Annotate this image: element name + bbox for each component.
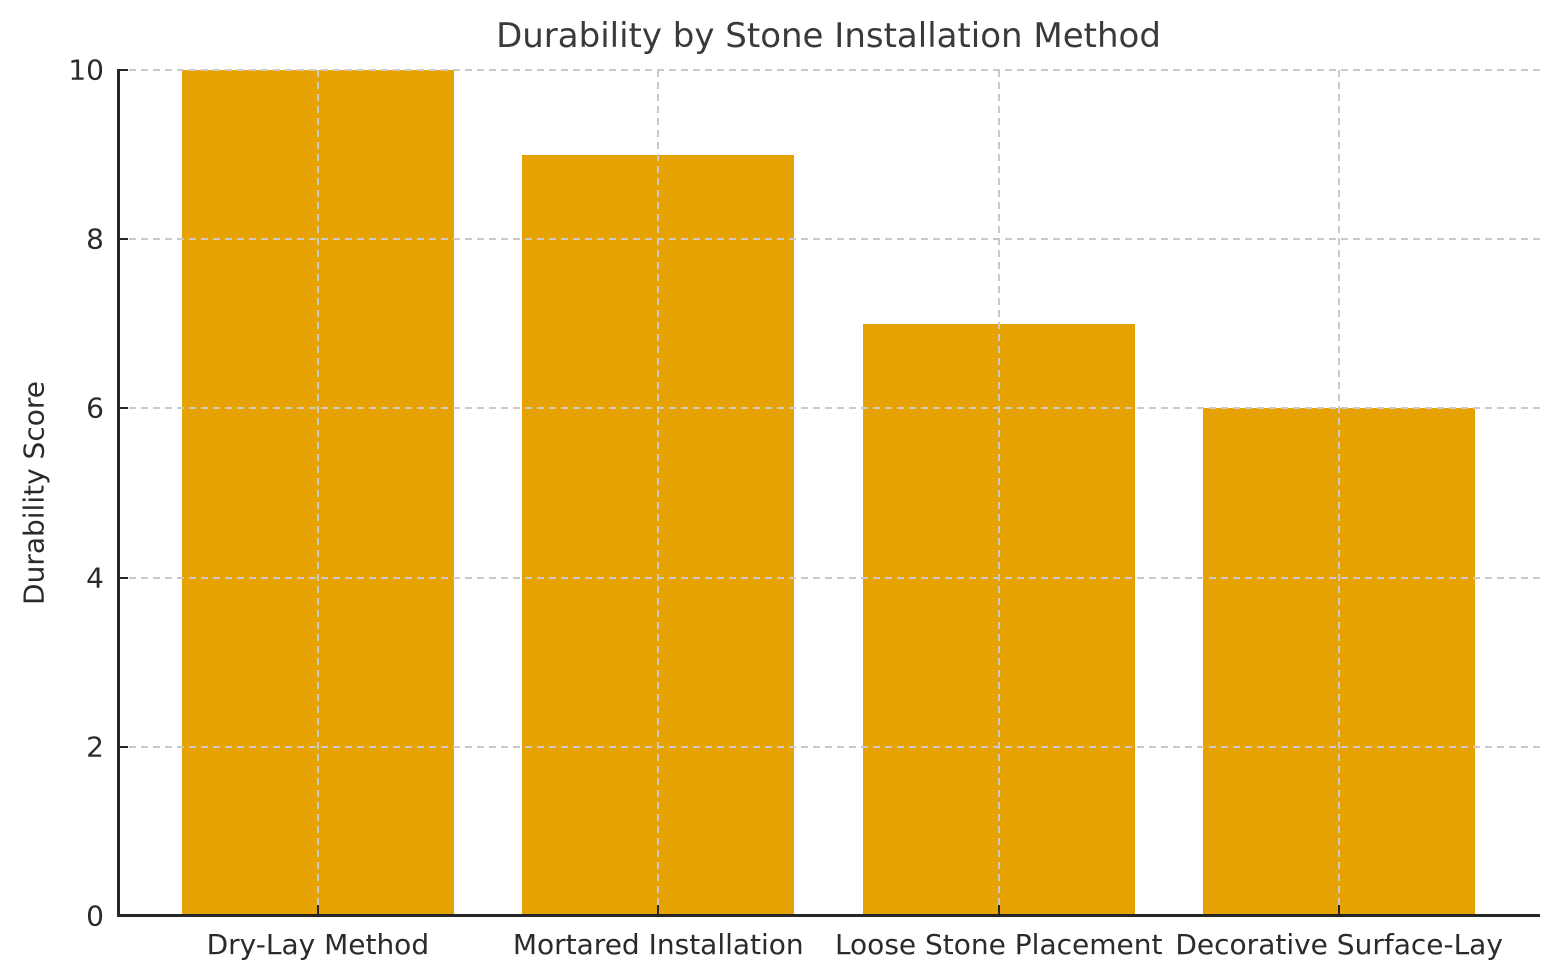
y-tick-label-4: 4 bbox=[86, 561, 104, 595]
gridline-x-mortared-installation bbox=[657, 70, 660, 916]
x-tick-mark-loose-stone-placement bbox=[997, 905, 1000, 916]
x-axis-spine bbox=[117, 914, 1540, 917]
gridline-y-4 bbox=[117, 576, 1540, 579]
gridline-y-2 bbox=[117, 745, 1540, 748]
x-tick-mark-mortared-installation bbox=[657, 905, 660, 916]
y-tick-label-0: 0 bbox=[86, 899, 104, 933]
x-tick-label-decorative-surface-lay: Decorative Surface-Lay bbox=[1175, 928, 1503, 961]
x-tick-label-dry-lay-method: Dry-Lay Method bbox=[206, 928, 430, 961]
plot-area: 0 2 4 6 8 10 Dry-Lay Method Mortared Installati… bbox=[68, 54, 1540, 961]
x-tick-mark-decorative-surface-lay bbox=[1338, 905, 1341, 916]
gridline-x-loose-stone-placement bbox=[997, 70, 1000, 916]
y-axis-label: Durability Score bbox=[17, 381, 51, 605]
x-tick-label-loose-stone-placement: Loose Stone Placement bbox=[834, 928, 1163, 961]
gridline-y-8 bbox=[117, 238, 1540, 241]
y-tick-label-10: 10 bbox=[68, 53, 104, 87]
x-tick-mark-dry-lay-method bbox=[316, 905, 319, 916]
y-tick-label-8: 8 bbox=[86, 222, 104, 256]
y-tick-mark-2 bbox=[117, 745, 128, 748]
chart-title: Durability by Stone Installation Method bbox=[496, 16, 1161, 56]
y-tick-mark-8 bbox=[117, 238, 128, 241]
y-tick-mark-6 bbox=[117, 407, 128, 410]
gridline-y-10 bbox=[117, 69, 1540, 71]
gridline-x-decorative-surface-lay bbox=[1338, 70, 1341, 916]
y-tick-mark-10 bbox=[117, 69, 128, 71]
x-tick-label-mortared-installation: Mortared Installation bbox=[512, 928, 804, 961]
y-tick-label-2: 2 bbox=[86, 730, 104, 764]
y-tick-mark-4 bbox=[117, 576, 128, 579]
y-axis-spine bbox=[117, 70, 120, 916]
y-tick-label-6: 6 bbox=[86, 391, 104, 425]
gridline-x-dry-lay-method bbox=[316, 70, 319, 916]
gridline-y-6 bbox=[117, 407, 1540, 410]
